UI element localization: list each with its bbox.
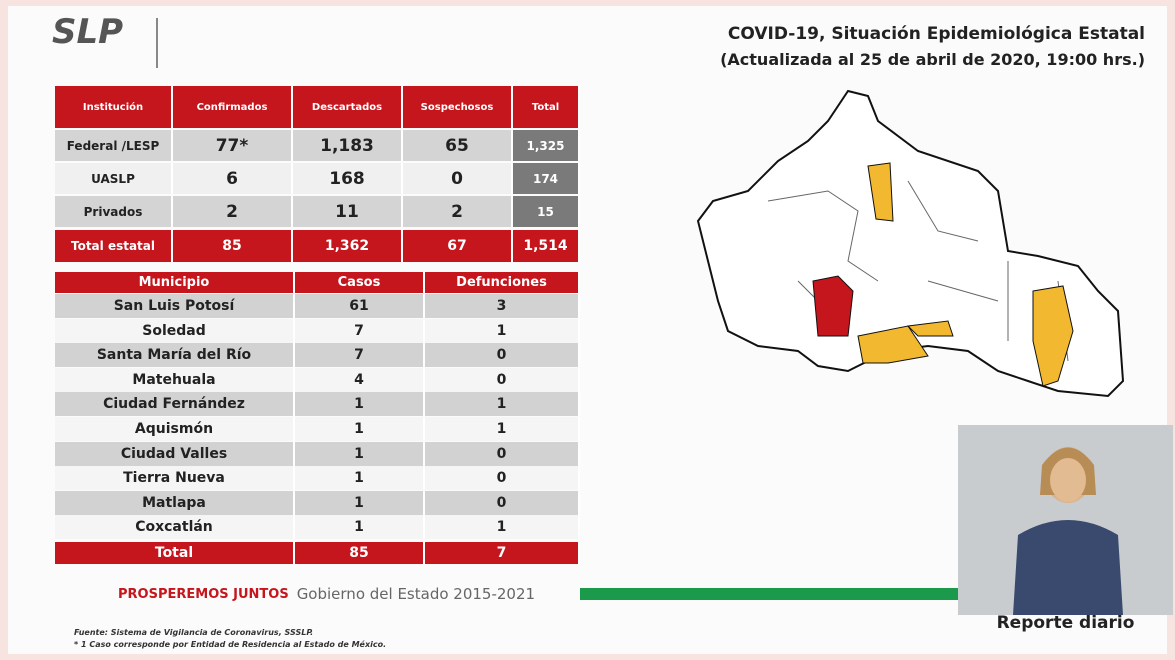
table-cell: 1 xyxy=(425,319,580,343)
slogan: PROSPEREMOS JUNTOS xyxy=(118,587,289,602)
row-header: Ciudad Fernández xyxy=(55,392,295,416)
total-cell: 85 xyxy=(173,230,293,262)
title: COVID-19, Situación Epidemiológica Estat… xyxy=(728,24,1145,44)
interpreter xyxy=(958,425,1173,615)
table-cell: 1 xyxy=(295,466,425,490)
row-header: UASLP xyxy=(55,163,173,194)
total-cell: Total estatal xyxy=(55,230,173,262)
total-cell: Total xyxy=(55,542,295,564)
page: SLP COVID-19, Situación Epidemiológica E… xyxy=(0,0,1175,660)
row-header: San Luis Potosí xyxy=(55,294,295,318)
total-cell: 67 xyxy=(403,230,513,262)
table-cell: 1 xyxy=(295,392,425,416)
row-header: Privados xyxy=(55,196,173,227)
table-cell: 61 xyxy=(295,294,425,318)
body xyxy=(1013,520,1123,615)
table-cell: 1,183 xyxy=(293,130,403,161)
total-cell: 85 xyxy=(295,542,425,564)
video-caption: Reporte diario xyxy=(958,613,1173,633)
subtitle: (Actualizada al 25 de abril de 2020, 19:… xyxy=(720,50,1145,69)
row-header: Federal /LESP xyxy=(55,130,173,161)
total-cell: 1,514 xyxy=(513,230,580,262)
table-cell: 2 xyxy=(403,196,513,227)
map-region xyxy=(813,276,853,336)
column-header: Defunciones xyxy=(425,272,580,293)
table-cell: 7 xyxy=(295,319,425,343)
row-header: Soledad xyxy=(55,319,295,343)
table-cell: 0 xyxy=(425,466,580,490)
column-header: Confirmados xyxy=(173,86,293,128)
table-cell: 1 xyxy=(425,515,580,539)
row-header: Tierra Nueva xyxy=(55,466,295,490)
table-cell: 0 xyxy=(425,343,580,367)
table-cell: 1 xyxy=(295,417,425,441)
face xyxy=(1050,458,1086,502)
table-cell: 168 xyxy=(293,163,403,194)
total-cell: 1,362 xyxy=(293,230,403,262)
table-cell: 7 xyxy=(295,343,425,367)
government: Gobierno del Estado 2015-2021 xyxy=(297,585,535,603)
table-cell: 1 xyxy=(425,417,580,441)
source: Fuente: Sistema de Vigilancia de Coronav… xyxy=(74,628,313,637)
table-cell: 2 xyxy=(173,196,293,227)
table-cell: 174 xyxy=(513,163,580,194)
table-cell: 0 xyxy=(403,163,513,194)
row-header: Matlapa xyxy=(55,491,295,515)
table-cell: 0 xyxy=(425,442,580,466)
row-header: Ciudad Valles xyxy=(55,442,295,466)
column-header: Casos xyxy=(295,272,425,293)
table-cell: 1 xyxy=(295,491,425,515)
table-cell: 1,325 xyxy=(513,130,580,161)
row-header: Aquismón xyxy=(55,417,295,441)
table-cell: 3 xyxy=(425,294,580,318)
slide: SLP COVID-19, Situación Epidemiológica E… xyxy=(8,6,1167,654)
table-cell: 1 xyxy=(295,515,425,539)
row-header: Coxcatlán xyxy=(55,515,295,539)
table-cell: 6 xyxy=(173,163,293,194)
note: * 1 Caso corresponde por Entidad de Resi… xyxy=(74,640,386,649)
table-cell: 4 xyxy=(295,368,425,392)
column-header: Municipio xyxy=(55,272,295,293)
row-header: Santa María del Río xyxy=(55,343,295,367)
table-cell: 0 xyxy=(425,368,580,392)
column-header: Sospechosos xyxy=(403,86,513,128)
state-map xyxy=(678,81,1138,411)
table-cell: 77* xyxy=(173,130,293,161)
column-header: Institución xyxy=(55,86,173,128)
total-cell: 7 xyxy=(425,542,580,564)
table-cell: 15 xyxy=(513,196,580,227)
row-header: Matehuala xyxy=(55,368,295,392)
column-header: Descartados xyxy=(293,86,403,128)
table-cell: 1 xyxy=(425,392,580,416)
table-cell: 11 xyxy=(293,196,403,227)
interpreter-video xyxy=(958,425,1173,615)
table-cell: 65 xyxy=(403,130,513,161)
column-header: Total xyxy=(513,86,580,128)
table-cell: 0 xyxy=(425,491,580,515)
footer-brand: PROSPEREMOS JUNTOS Gobierno del Estado 2… xyxy=(118,581,580,607)
table-cell: 1 xyxy=(295,442,425,466)
